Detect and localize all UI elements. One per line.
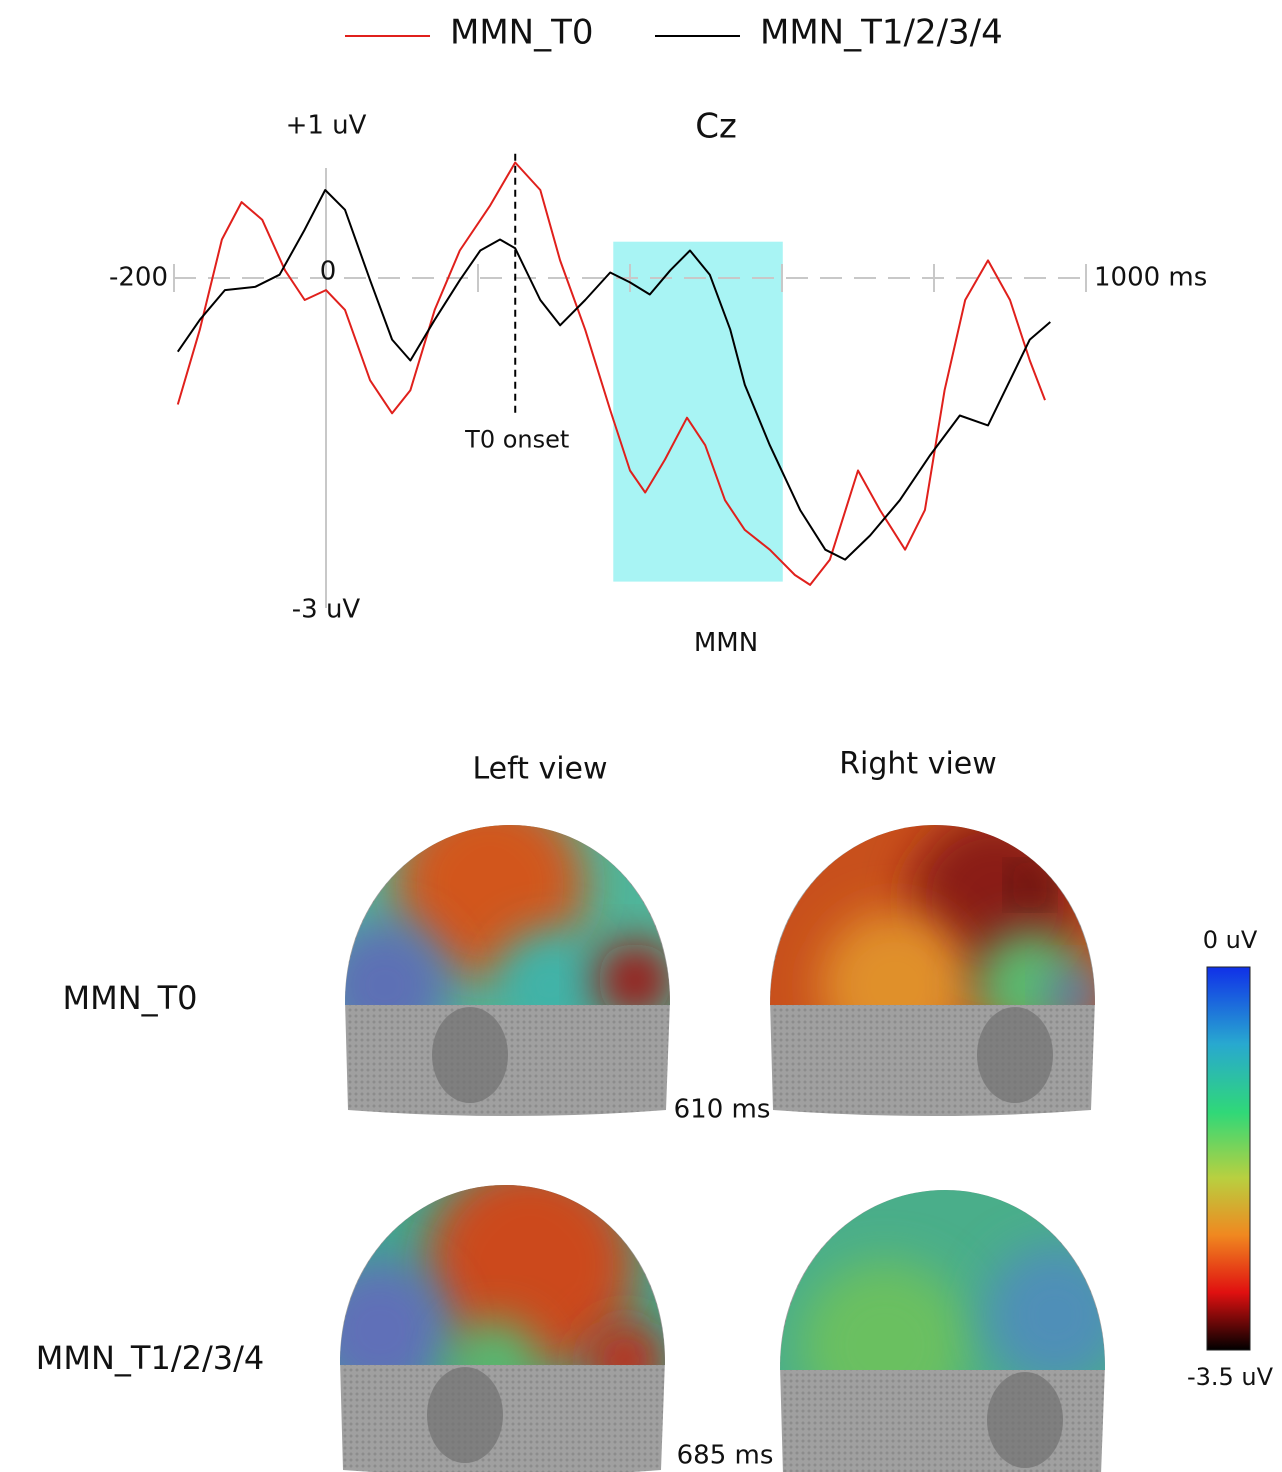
scalp-blob (800, 1260, 970, 1370)
colorbar (1206, 966, 1251, 1351)
y-tick-label: -3 uV (292, 595, 361, 625)
row-label: MMN_T1/2/3/4 (36, 1339, 264, 1377)
time-label: 685 ms (677, 1441, 774, 1471)
head-ear (987, 1372, 1063, 1468)
scalp-map (780, 1190, 1105, 1370)
view-label: Left view (472, 752, 607, 787)
legend-label: MMN_T1/2/3/4 (760, 13, 1003, 53)
scalp-blob (450, 1320, 540, 1365)
scalp-blob (1016, 871, 1044, 899)
scalp-blob (585, 1320, 665, 1365)
scalp-blob (820, 910, 970, 1005)
colorbar-label: 0 uV (1203, 926, 1258, 954)
row-label: MMN_T0 (62, 979, 197, 1017)
series-line (176, 189, 1051, 561)
scalp-blob (985, 1245, 1105, 1370)
scalp-map (345, 825, 670, 1005)
head-topography (770, 825, 1095, 1116)
head-ear (427, 1367, 503, 1463)
time-label: 610 ms (674, 1095, 771, 1125)
view-label: Right view (839, 747, 997, 782)
highlight-region (613, 241, 783, 582)
scalp-blob (975, 930, 1085, 1005)
head-ear (977, 1007, 1053, 1103)
series-line (176, 161, 1046, 586)
highlight-label: MMN (694, 628, 758, 658)
chart-title: Cz (695, 107, 737, 147)
head-ear (432, 1007, 508, 1103)
y-tick-label: +1 uV (286, 111, 367, 141)
x-tick-label: 0 (320, 257, 337, 287)
colorbar-label: -3.5 uV (1187, 1363, 1274, 1391)
head-topography (345, 825, 670, 1116)
scalp-map (340, 1185, 665, 1365)
scalp-blob (495, 930, 605, 1005)
head-topography (780, 1190, 1105, 1472)
scalp-blob (1050, 970, 1095, 1005)
scalp-blob (425, 1185, 635, 1365)
head-topography (340, 1185, 665, 1472)
x-tick-label: -200 (109, 263, 168, 293)
scalp-blob (345, 920, 450, 1005)
scalp-blob (597, 942, 670, 1005)
onset-label: T0 onset (464, 426, 569, 454)
legend-label: MMN_T0 (450, 13, 594, 53)
x-tick-label: 1000 ms (1094, 263, 1207, 293)
